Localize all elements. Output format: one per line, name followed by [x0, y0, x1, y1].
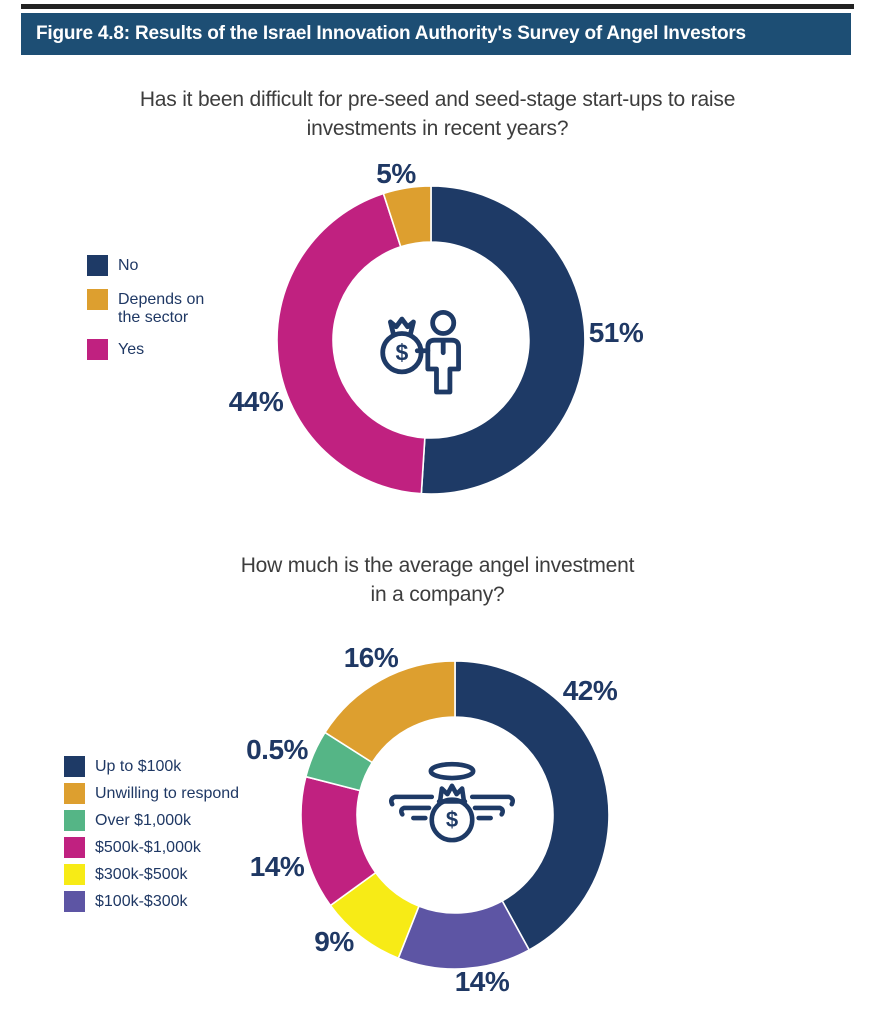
chart1-title-line2: investments in recent years? — [306, 116, 569, 140]
slice-value-label: 42% — [562, 675, 618, 706]
legend-label: Depends on the sector — [118, 291, 205, 326]
donut-slice — [454, 660, 610, 951]
chart1-title-line1: Has it been difficult for pre-seed and s… — [139, 88, 736, 111]
legend-swatch — [64, 810, 85, 831]
legend-item: Depends on the sector — [87, 289, 214, 326]
legend-label: No — [118, 257, 139, 274]
chart2-title-line2: in a company? — [370, 582, 505, 606]
legend-swatch — [87, 339, 108, 361]
slice-value-label: 0.5% — [246, 734, 308, 765]
slice-value-label: 44% — [228, 386, 284, 417]
chart1-donut-ring — [276, 185, 586, 495]
chart1-title: Has it been difficult for pre-seed and s… — [0, 86, 875, 144]
slice-value-label: 14% — [249, 851, 305, 882]
slice-value-label: 9% — [314, 926, 354, 957]
legend-swatch — [64, 891, 85, 912]
legend-label: $300k-$500k — [95, 866, 188, 883]
legend-item: Unwilling to respond — [64, 783, 239, 804]
chart1-donut: $ 5% 51% 44% — [229, 158, 644, 500]
legend-swatch — [64, 837, 85, 858]
legend-label: Over $1,000k — [95, 812, 192, 829]
donut-slice — [420, 185, 586, 495]
slice-value-label: 5% — [376, 158, 416, 189]
legend-label: Up to $100k — [95, 758, 182, 775]
investor-money-bag-icon: $ — [376, 292, 472, 398]
legend-swatch — [87, 289, 108, 310]
legend-label: $100k-$300k — [95, 893, 188, 910]
legend-item: Yes — [87, 339, 214, 361]
donut-slice — [382, 185, 432, 248]
donut-slice — [324, 660, 456, 764]
winged-money-bag-halo-icon: $ — [383, 761, 521, 853]
legend-item: $500k-$1,000k — [64, 837, 239, 858]
chart2-legend: Up to $100k Unwilling to respond Over $1,0… — [64, 756, 239, 912]
chart2-donut: $ 16% 42% 0.5% 14% 9% 14% — [246, 642, 618, 997]
svg-text:$: $ — [396, 339, 409, 365]
donut-slice — [276, 192, 426, 495]
chart1-legend: No Depends on the sector Yes — [87, 255, 214, 361]
chart2-title: How much is the average angel investment… — [0, 552, 875, 610]
legend-item: Up to $100k — [64, 756, 239, 777]
chart2-title-line1: How much is the average angel investment — [240, 554, 635, 577]
legend-label: $500k-$1,000k — [95, 839, 201, 856]
legend-swatch — [87, 255, 108, 276]
slice-value-label: 16% — [343, 642, 399, 673]
legend-swatch — [64, 756, 85, 777]
legend-item: Over $1,000k — [64, 810, 239, 831]
slice-value-label: 14% — [454, 966, 510, 997]
figure-title-bar: Figure 4.8: Results of the Israel Innova… — [21, 13, 851, 55]
legend-item: $300k-$500k — [64, 864, 239, 885]
legend-item: $100k-$300k — [64, 891, 239, 912]
svg-text:$: $ — [446, 807, 458, 832]
legend-swatch — [64, 783, 85, 804]
legend-label: Yes — [118, 341, 145, 359]
legend-swatch — [64, 864, 85, 885]
legend-item: No — [87, 255, 214, 276]
figure-title: Figure 4.8: Results of the Israel Innova… — [36, 23, 746, 44]
chart2-donut-ring — [300, 660, 610, 970]
slice-value-label: 51% — [588, 317, 644, 348]
legend-label: Unwilling to respond — [95, 785, 240, 802]
top-border-strip — [21, 4, 854, 9]
